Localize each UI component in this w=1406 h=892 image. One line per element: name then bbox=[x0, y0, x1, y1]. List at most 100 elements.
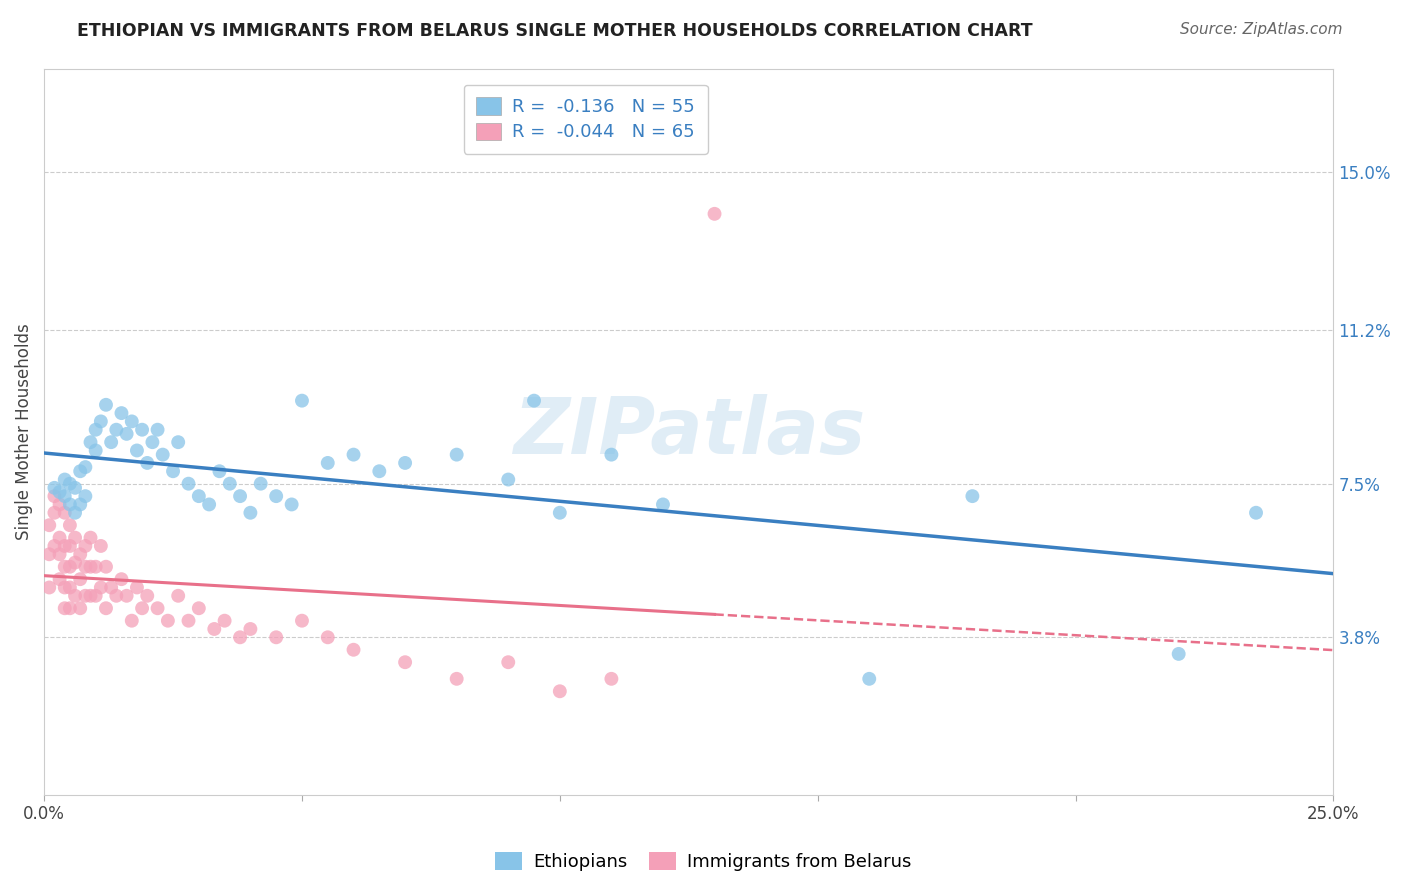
Point bbox=[53, 601, 76, 615]
Point bbox=[264, 630, 287, 644]
Point bbox=[75, 460, 97, 475]
Point bbox=[214, 614, 236, 628]
Point bbox=[53, 539, 76, 553]
Point bbox=[84, 443, 107, 458]
Point bbox=[523, 393, 546, 408]
Point bbox=[342, 448, 364, 462]
Point bbox=[652, 498, 675, 512]
Legend: R =  -0.136   N = 55, R =  -0.044   N = 65: R = -0.136 N = 55, R = -0.044 N = 65 bbox=[464, 85, 707, 154]
Point bbox=[59, 539, 82, 553]
Point bbox=[162, 464, 184, 478]
Point bbox=[208, 464, 231, 478]
Point bbox=[94, 398, 117, 412]
Point bbox=[198, 498, 221, 512]
Point bbox=[280, 498, 302, 512]
Point bbox=[146, 601, 169, 615]
Point bbox=[202, 622, 225, 636]
Point bbox=[368, 464, 391, 478]
Point bbox=[38, 581, 60, 595]
Point bbox=[84, 559, 107, 574]
Point bbox=[59, 581, 82, 595]
Point bbox=[63, 589, 86, 603]
Point bbox=[53, 489, 76, 503]
Point bbox=[110, 406, 132, 420]
Point bbox=[136, 589, 159, 603]
Point bbox=[75, 589, 97, 603]
Point bbox=[703, 207, 725, 221]
Point bbox=[44, 506, 66, 520]
Point bbox=[69, 601, 91, 615]
Point bbox=[44, 539, 66, 553]
Y-axis label: Single Mother Households: Single Mother Households bbox=[15, 324, 32, 541]
Point bbox=[187, 601, 209, 615]
Point bbox=[167, 435, 190, 450]
Point bbox=[229, 489, 252, 503]
Point bbox=[394, 655, 416, 669]
Point bbox=[63, 531, 86, 545]
Point bbox=[48, 485, 70, 500]
Point bbox=[48, 498, 70, 512]
Point bbox=[69, 498, 91, 512]
Point bbox=[94, 559, 117, 574]
Point bbox=[446, 448, 468, 462]
Point bbox=[63, 556, 86, 570]
Point bbox=[131, 601, 153, 615]
Point bbox=[59, 498, 82, 512]
Point bbox=[79, 559, 101, 574]
Point bbox=[342, 642, 364, 657]
Point bbox=[63, 481, 86, 495]
Point bbox=[94, 601, 117, 615]
Point bbox=[75, 539, 97, 553]
Point bbox=[79, 435, 101, 450]
Point bbox=[121, 414, 143, 428]
Point bbox=[75, 489, 97, 503]
Point bbox=[218, 476, 240, 491]
Point bbox=[79, 531, 101, 545]
Point bbox=[90, 581, 112, 595]
Point bbox=[105, 423, 128, 437]
Point bbox=[59, 518, 82, 533]
Point bbox=[53, 559, 76, 574]
Point bbox=[69, 547, 91, 561]
Point bbox=[48, 572, 70, 586]
Point bbox=[44, 489, 66, 503]
Point bbox=[167, 589, 190, 603]
Point bbox=[146, 423, 169, 437]
Point bbox=[496, 473, 519, 487]
Point bbox=[69, 572, 91, 586]
Point bbox=[548, 684, 571, 698]
Point bbox=[59, 601, 82, 615]
Text: ZIPatlas: ZIPatlas bbox=[513, 393, 865, 470]
Point bbox=[264, 489, 287, 503]
Point bbox=[239, 622, 262, 636]
Point bbox=[53, 506, 76, 520]
Point bbox=[496, 655, 519, 669]
Point bbox=[63, 506, 86, 520]
Point bbox=[249, 476, 271, 491]
Point bbox=[125, 443, 148, 458]
Point bbox=[858, 672, 880, 686]
Point bbox=[115, 589, 138, 603]
Point bbox=[600, 672, 623, 686]
Point bbox=[44, 481, 66, 495]
Point bbox=[152, 448, 174, 462]
Point bbox=[38, 547, 60, 561]
Point bbox=[100, 581, 122, 595]
Point bbox=[48, 547, 70, 561]
Point bbox=[316, 456, 339, 470]
Point bbox=[84, 589, 107, 603]
Point bbox=[962, 489, 984, 503]
Point bbox=[69, 464, 91, 478]
Point bbox=[38, 518, 60, 533]
Point bbox=[53, 473, 76, 487]
Point bbox=[48, 531, 70, 545]
Text: Source: ZipAtlas.com: Source: ZipAtlas.com bbox=[1180, 22, 1343, 37]
Point bbox=[90, 414, 112, 428]
Point bbox=[600, 448, 623, 462]
Point bbox=[53, 581, 76, 595]
Point bbox=[110, 572, 132, 586]
Point bbox=[548, 506, 571, 520]
Point bbox=[115, 426, 138, 441]
Point bbox=[90, 539, 112, 553]
Text: ETHIOPIAN VS IMMIGRANTS FROM BELARUS SINGLE MOTHER HOUSEHOLDS CORRELATION CHART: ETHIOPIAN VS IMMIGRANTS FROM BELARUS SIN… bbox=[77, 22, 1033, 40]
